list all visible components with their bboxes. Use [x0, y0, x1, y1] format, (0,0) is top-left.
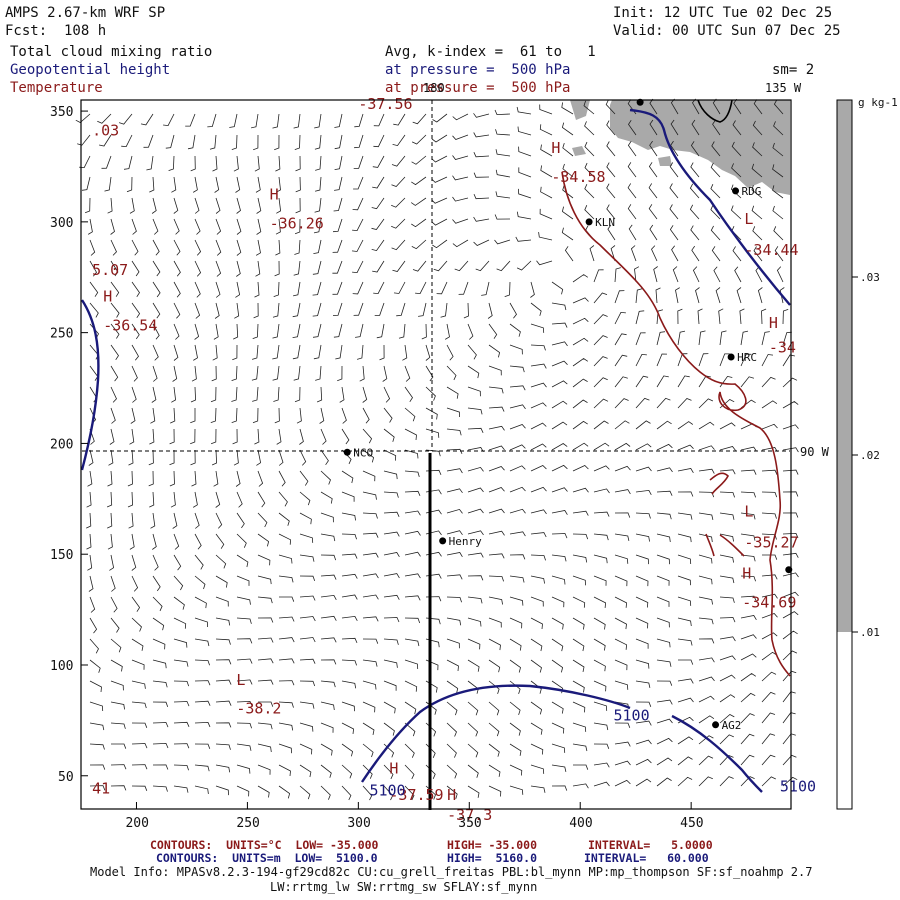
map-frame: [80, 99, 792, 810]
temp-label: H: [103, 288, 112, 306]
station-label: AG2: [722, 719, 742, 732]
x-tick-label: 300: [347, 816, 370, 831]
map-title: AMPS 2.67-km WRF SP: [5, 5, 166, 21]
station-dot: [727, 353, 735, 361]
y-tick-label: 150: [50, 548, 73, 563]
meridian-135w-label: 135 W: [765, 81, 802, 95]
temp-label: -34: [769, 339, 796, 357]
temp-label: -36.54: [103, 316, 157, 334]
avg-k-index: Avg, k-index = 61 to 1: [385, 44, 596, 60]
temp-label: -37.56: [358, 95, 412, 113]
smoothing-value: sm= 2: [772, 62, 815, 78]
temp-label: H: [270, 186, 279, 204]
colorbar-label-02: .02: [860, 449, 880, 462]
station-label: HRC: [737, 351, 757, 364]
y-tick-label: 100: [50, 659, 73, 674]
x-tick-label: 200: [125, 816, 148, 831]
stations: NCO Henry KLN RDG HRC AG2: [343, 98, 793, 732]
temp-label: L: [744, 503, 753, 521]
temp-label: -35.27: [744, 534, 798, 552]
footer-model-info-2: LW:rrtmg_lw SW:rrtmg_sw SFLAY:sf_mynn: [270, 880, 538, 894]
temp-label: H: [551, 139, 560, 157]
station-label: Henry: [449, 535, 482, 548]
y-tick-label: 350: [50, 105, 73, 120]
height-label: 5100: [780, 777, 816, 795]
y-tick-label: 50: [58, 770, 74, 785]
footer-temp-high: HIGH= -35.000: [447, 838, 538, 852]
footer-temp-interval: INTERVAL= 5.0000: [588, 838, 713, 852]
temp-label: L: [744, 210, 753, 228]
station-label: RDG: [742, 185, 762, 198]
x-tick-label: 450: [680, 816, 703, 831]
temp-label: -34.69: [742, 593, 796, 611]
temp-label: -37.3: [447, 806, 492, 824]
pressure-level-height: at pressure = 500 hPa: [385, 62, 571, 78]
contour-labels: -37.56 H -34.58 H -36.26 L -34.44 H -36.54 H -34 L -…: [92, 95, 816, 824]
colorbar-unit: g kg-1: [858, 96, 898, 109]
temp-label: H: [769, 314, 778, 332]
temp-label: -34.44: [744, 241, 798, 259]
temp-label: H: [447, 786, 456, 804]
field-temperature: Temperature: [10, 80, 103, 96]
temp-label: .03: [92, 121, 119, 139]
field-cloud-mixing: Total cloud mixing ratio: [10, 44, 213, 60]
colorbar: g kg-1 .03 .02 .01: [836, 96, 898, 810]
cloud-shading: [570, 100, 790, 195]
meridian-180-label: 180: [423, 81, 445, 95]
field-geopotential: Geopotential height: [10, 62, 171, 78]
temp-label: L: [236, 671, 245, 689]
station-dot: [585, 218, 593, 226]
init-time: Init: 12 UTC Tue 02 Dec 25: [613, 5, 833, 21]
temp-label: -38.2: [236, 700, 281, 718]
wind-barbs: [75, 98, 799, 801]
pressure-level-temp: at pressure = 500 hPa: [385, 80, 571, 96]
station-label: KLN: [595, 216, 615, 229]
forecast-hour: Fcst: 108 h: [5, 23, 107, 39]
temp-label: 5.07: [92, 261, 128, 279]
temp-label: H: [389, 760, 398, 778]
footer-height-high: HIGH= 5160.0: [447, 851, 538, 865]
footer-model-info: Model Info: MPASv8.2.3-194-gf29cd82c CU:…: [90, 865, 813, 879]
station-dot: [732, 187, 740, 195]
temp-label: -34.58: [551, 168, 605, 186]
temp-label: -37.59: [389, 786, 443, 804]
valid-time: Valid: 00 UTC Sun 07 Dec 25: [613, 23, 841, 39]
station-label: NCO: [353, 446, 373, 459]
height-label: 5100: [614, 706, 650, 724]
colorbar-label-03: .03: [860, 271, 880, 284]
temp-label: -36.26: [270, 215, 324, 233]
y-tick-label: 300: [50, 216, 73, 231]
station-dot: [439, 537, 447, 545]
meridian-90w-label: 90 W: [800, 445, 830, 459]
x-tick-label: 250: [236, 816, 259, 831]
footer-temp-contours: CONTOURS: UNITS=°C LOW= -35.000: [150, 838, 379, 852]
temp-label: H: [742, 565, 751, 583]
coastline: [80, 99, 791, 810]
axis-ticks: 200 250 300 350 400 450 350 300 250 200 150 100 50: [50, 105, 704, 831]
x-tick-label: 400: [569, 816, 592, 831]
y-tick-label: 200: [50, 437, 73, 452]
colorbar-label-01: .01: [860, 626, 880, 639]
station-dot: [343, 448, 351, 456]
lat-lon-lines: [82, 100, 790, 452]
temp-label: 41: [92, 779, 110, 797]
footer-height-contours: CONTOURS: UNITS=m LOW= 5100.0: [156, 851, 378, 865]
footer-height-interval: INTERVAL= 60.000: [584, 851, 709, 865]
x-tick-label: 350: [458, 816, 481, 831]
y-tick-label: 250: [50, 327, 73, 342]
height-label: 5100: [369, 782, 405, 800]
station-dot: [712, 721, 720, 729]
